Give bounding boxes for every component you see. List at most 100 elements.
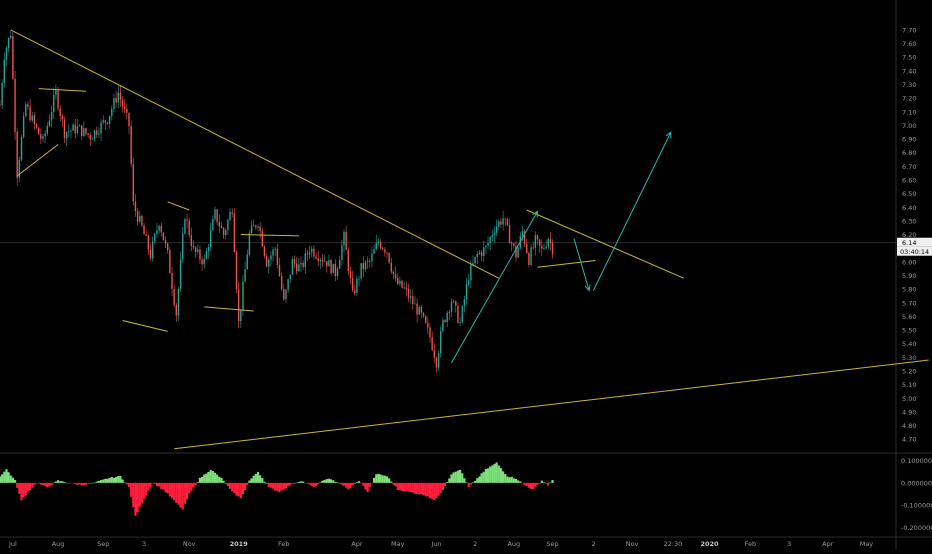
osc-bar	[192, 482, 195, 488]
candle	[29, 106, 31, 121]
candle	[394, 274, 397, 279]
candle	[182, 233, 184, 260]
osc-bar	[69, 482, 73, 484]
osc-bar	[18, 482, 21, 494]
candle	[356, 278, 358, 294]
candle	[237, 289, 240, 322]
osc-bar	[9, 475, 12, 483]
candle	[199, 249, 201, 260]
trendline[interactable]	[174, 359, 929, 450]
osc-bar	[256, 471, 260, 483]
trendline[interactable]	[122, 320, 168, 332]
price-tick-label: 5.00	[902, 395, 916, 403]
osc-bar	[454, 471, 457, 483]
osc-bar	[439, 482, 442, 493]
osc-bar	[16, 482, 19, 488]
candle	[431, 337, 433, 351]
osc-bar	[119, 475, 122, 483]
osc-bar	[379, 474, 382, 483]
osc-bar	[349, 482, 352, 489]
candle	[459, 322, 461, 324]
price-tick-label: 4.80	[902, 422, 916, 430]
price-tick-label: 5.50	[902, 327, 916, 335]
osc-bar	[233, 482, 236, 493]
osc-bar	[302, 481, 305, 483]
osc-bar	[418, 482, 421, 495]
osc-bar	[357, 481, 361, 483]
candle	[235, 252, 238, 290]
trendline[interactable]	[167, 201, 190, 211]
osc-bar	[400, 482, 404, 492]
candle	[425, 316, 427, 323]
candle	[515, 245, 517, 258]
candle	[98, 133, 100, 135]
osc-bar	[0, 476, 2, 483]
trendline[interactable]	[38, 88, 87, 92]
osc-bar	[48, 482, 51, 487]
candle	[272, 249, 274, 256]
candle	[214, 209, 216, 220]
trendline[interactable]	[10, 29, 500, 279]
osc-bar	[327, 478, 331, 483]
candle	[253, 225, 255, 227]
osc-bar	[495, 462, 498, 483]
candle	[308, 252, 311, 255]
osc-bar	[112, 477, 116, 483]
osc-bar	[437, 482, 440, 496]
candle	[65, 132, 68, 139]
price-tick-label: 7.30	[902, 81, 916, 89]
candle	[444, 319, 446, 323]
osc-bar	[338, 482, 341, 484]
candle	[25, 104, 27, 117]
osc-bar	[35, 482, 38, 484]
price-tick-label: 7.20	[902, 95, 916, 103]
candle	[334, 263, 337, 277]
candle	[119, 92, 122, 100]
trendline[interactable]	[204, 306, 254, 312]
osc-bar	[508, 477, 511, 483]
osc-bar	[345, 482, 348, 488]
osc-bar	[76, 482, 79, 485]
time-tick-label: Feb	[745, 540, 757, 548]
osc-bar	[147, 482, 150, 491]
osc-bar	[293, 482, 296, 484]
price-tick-label: 7.10	[902, 108, 916, 116]
candle	[429, 327, 431, 338]
candle	[485, 245, 487, 248]
osc-bar	[237, 482, 240, 497]
osc-bar	[246, 482, 249, 485]
trendline[interactable]	[526, 209, 684, 279]
osc-bar	[514, 478, 518, 483]
osc-bar	[259, 475, 262, 483]
projection-arrow[interactable]	[592, 132, 672, 291]
trendline[interactable]	[537, 259, 596, 268]
osc-bar	[231, 482, 234, 492]
candle	[547, 239, 549, 247]
projection-arrow[interactable]	[573, 238, 590, 291]
price-tick-label: 6.70	[902, 163, 916, 171]
osc-bar	[291, 482, 294, 484]
osc-bar	[132, 482, 135, 508]
osc-bar	[459, 469, 462, 483]
candle	[392, 271, 395, 275]
osc-bar	[136, 482, 139, 513]
osc-bar	[211, 470, 214, 483]
osc-bar	[284, 482, 288, 489]
osc-bar	[138, 482, 141, 507]
osc-bar	[269, 482, 272, 488]
candle	[433, 350, 435, 358]
osc-bar	[534, 482, 537, 487]
candle	[31, 115, 33, 121]
osc-bar	[84, 482, 88, 485]
osc-bar	[525, 482, 528, 487]
candle	[255, 225, 257, 228]
projection-arrow[interactable]	[451, 211, 538, 364]
osc-bar	[295, 482, 298, 484]
candle	[483, 247, 485, 257]
candle	[409, 296, 412, 298]
osc-bar	[463, 478, 466, 483]
candle	[450, 301, 453, 312]
trendline[interactable]	[240, 234, 299, 237]
trendline[interactable]	[16, 144, 59, 177]
